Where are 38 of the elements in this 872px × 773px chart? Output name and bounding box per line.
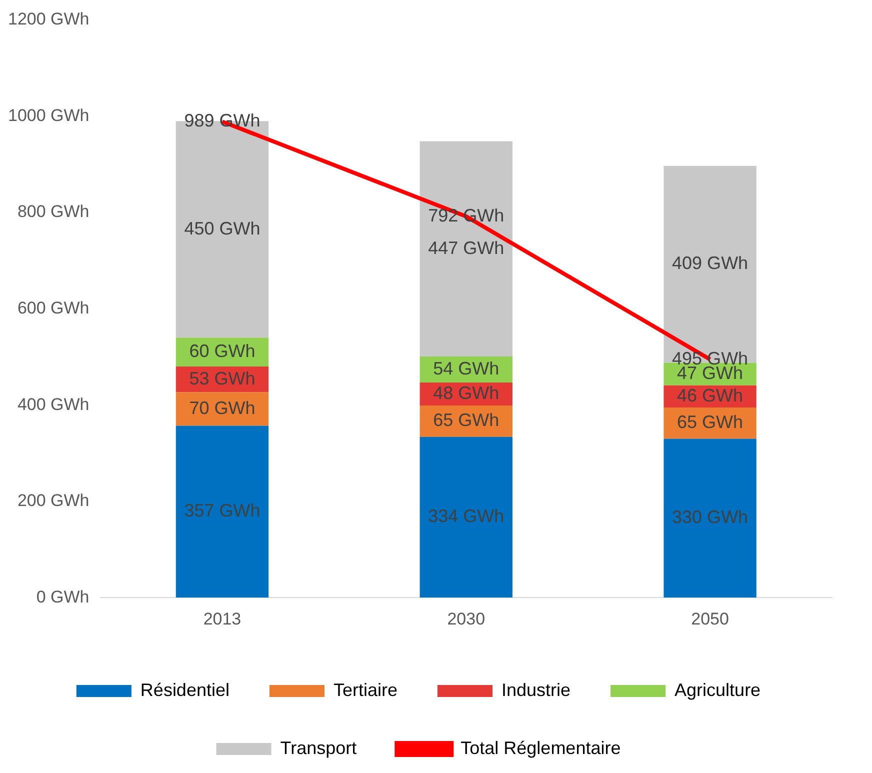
legend-label: Agriculture: [674, 680, 761, 700]
data-label: 60 GWh: [189, 341, 256, 362]
bar: [664, 166, 756, 363]
legend-label: Résidentiel: [140, 680, 230, 700]
x-tick-label: 2013: [203, 609, 242, 628]
data-label: 334 GWh: [428, 506, 504, 526]
y-tick-label: 1000 GWh: [8, 106, 90, 125]
data-label: 46 GWh: [677, 385, 744, 406]
legend-label: Total Réglementaire: [460, 738, 621, 758]
data-label: 65 GWh: [433, 410, 500, 430]
y-tick-label: 800 GWh: [17, 202, 90, 222]
data-label: 330 GWh: [672, 507, 748, 528]
y-tick-label: 1200 GWh: [8, 10, 90, 29]
legend-label: Tertiaire: [333, 680, 398, 700]
y-tick-label: 400 GWh: [17, 394, 90, 414]
bar: [664, 438, 756, 598]
data-label: 447 GWh: [428, 238, 504, 258]
y-tick-label: 600 GWh: [17, 298, 90, 318]
bar: [176, 426, 269, 598]
bar: [420, 436, 512, 598]
data-label: 792 GWh: [428, 205, 504, 226]
legend-label: Transport: [280, 738, 357, 758]
data-label: 409 GWh: [672, 253, 748, 274]
data-label: 450 GWh: [184, 218, 260, 238]
x-tick-label: 2030: [447, 609, 486, 628]
bar: [420, 141, 512, 356]
data-label: 70 GWh: [189, 398, 256, 418]
data-label: 357 GWh: [184, 500, 260, 521]
data-label: 53 GWh: [189, 368, 256, 388]
data-label: 989 GWh: [184, 110, 260, 131]
y-tick-label: 0 GWh: [36, 587, 90, 606]
data-label: 65 GWh: [677, 412, 744, 432]
data-label: 48 GWh: [433, 382, 500, 403]
data-label: 54 GWh: [433, 358, 500, 378]
legend-label: Industrie: [502, 680, 571, 700]
y-tick-label: 200 GWh: [17, 491, 90, 510]
bar: [176, 392, 269, 426]
x-tick-label: 2050: [691, 609, 729, 628]
